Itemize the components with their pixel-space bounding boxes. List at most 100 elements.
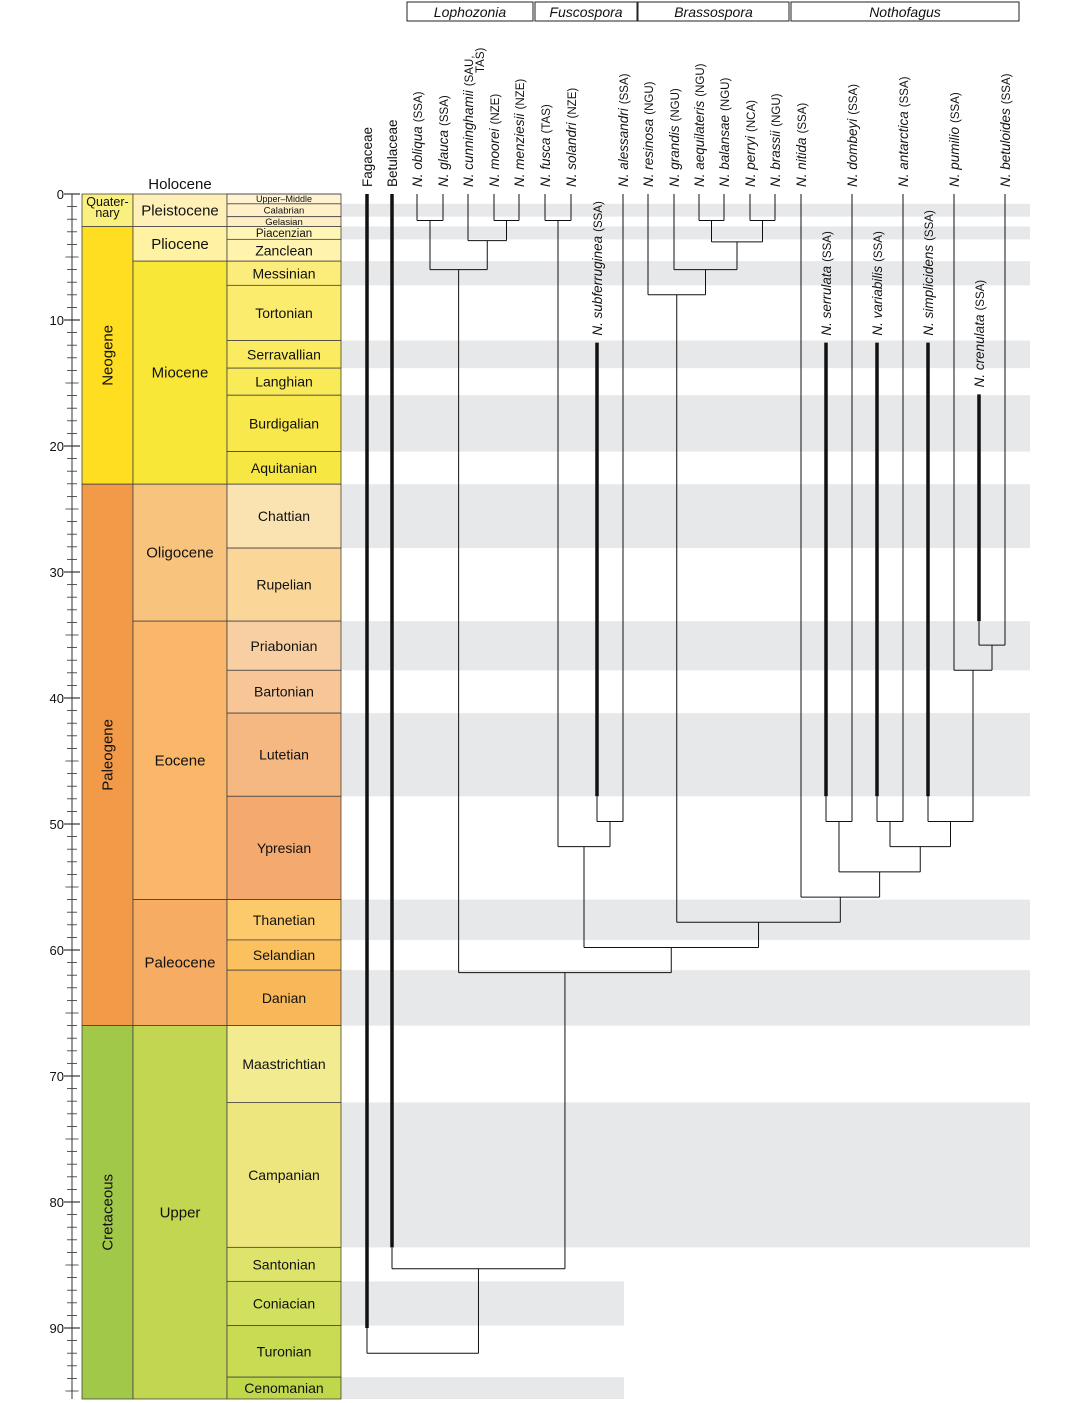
shaded-band	[341, 1102, 1030, 1248]
stage-cell	[226, 669, 342, 714]
taxon-label-betuloides: N. betuloides (SSA)	[998, 73, 1013, 187]
taxon-name: N. subferruginea	[590, 235, 605, 335]
tick-label: 10	[50, 313, 64, 328]
stage-cell	[226, 712, 342, 797]
stage-label: Lutetian	[259, 747, 309, 763]
stage-label: Maastrichtian	[242, 1056, 325, 1072]
subgenus-header: Lophozonia Fuscospora Brassospora Nothofagu…	[406, 1, 1020, 22]
tick-label: 40	[50, 691, 64, 706]
stage-cell	[226, 1325, 342, 1378]
shaded-band	[341, 970, 1030, 1026]
taxon-label-menziesii: N. menziesii (NZE)	[512, 79, 527, 187]
epoch-label: Eocene	[155, 752, 206, 769]
taxon-region: (SSA)	[848, 84, 860, 115]
taxon-region: (SSA)	[950, 92, 962, 123]
stage-label: Tortonian	[255, 305, 313, 321]
period-label: Quater-nary	[86, 195, 128, 220]
period-label-line: Quater-	[86, 195, 128, 209]
stage-label: Campanian	[248, 1167, 320, 1183]
taxon-name: Fagaceae	[360, 127, 375, 187]
taxon-name: N. simplicidens	[921, 245, 936, 336]
taxon-region: (SSA)	[797, 103, 809, 134]
taxon-region: (SSA)	[873, 231, 885, 262]
taxon-label-antarctica: N. antarctica (SSA)	[896, 76, 911, 187]
stage-label: Langhian	[255, 374, 313, 390]
taxon-region: (SSA)	[439, 95, 451, 126]
taxon-name: N. menziesii	[512, 112, 527, 187]
taxon-label-nitida: N. nitida (SSA)	[794, 103, 809, 187]
subgenus-label: Fuscospora	[549, 4, 622, 20]
stage-cell	[226, 620, 342, 671]
stage-cell	[226, 795, 342, 901]
stage-cell	[226, 483, 342, 549]
period-label: Neogene	[100, 325, 117, 386]
period-label: Paleogene	[100, 719, 117, 791]
taxon-name: N. pumilio	[947, 126, 962, 187]
stage-label: Upper–Middle	[256, 194, 312, 204]
stage-label: Aquitanian	[251, 460, 317, 476]
tick-label: 90	[50, 1321, 64, 1336]
taxon-label-moorei: N. moorei (NZE)	[487, 94, 502, 187]
taxon-label-betulaceae: Betulaceae	[385, 119, 400, 187]
stage-cell	[226, 969, 342, 1026]
taxon-label-serrulata: N. serrulata (SSA)	[819, 231, 834, 336]
taxon-name: N. moorei	[487, 127, 502, 187]
taxon-region: (NGU)	[720, 78, 732, 111]
stage-cell	[226, 340, 342, 369]
taxon-name: N. grandis	[667, 125, 682, 187]
period-label: Cretaceous	[100, 1174, 117, 1251]
taxon-region: (NGU)	[771, 93, 783, 126]
epoch-cell	[132, 193, 228, 227]
stage-cell	[226, 899, 342, 941]
taxon-labels: Fagaceae Betulaceae N. obliqua(SSA)N. glau…	[360, 47, 1013, 387]
stage-label: Thanetian	[253, 912, 315, 928]
holocene-label: Holocene	[148, 176, 211, 193]
shaded-band	[341, 713, 1030, 797]
shaded-band	[341, 621, 1030, 671]
taxon-label-crenulata: N. crenulata (SSA)	[972, 280, 987, 388]
shaded-band	[341, 484, 1030, 549]
taxon-region: (SSA)	[975, 280, 987, 311]
age-axis: 0 10 20 30 40 50 60 70 80 90	[50, 187, 80, 1399]
stage-label: Messinian	[252, 265, 315, 281]
epoch-cell	[132, 483, 228, 622]
tick-label: 20	[50, 439, 64, 454]
epoch-label: Miocene	[152, 365, 209, 382]
taxon-region: (NGU)	[670, 88, 682, 121]
taxon-label-grandis: N. grandis (NGU)	[667, 88, 682, 187]
taxon-label-simplicidens: N. simplicidens (SSA)	[921, 210, 936, 336]
shaded-band	[341, 1281, 624, 1326]
shaded-band	[341, 340, 1030, 369]
taxon-region: (NGU)	[695, 63, 707, 96]
period-label-line: nary	[95, 206, 120, 220]
geologic-timescale: Quater-nary Neogene Paleogene Cretaceous Ple…	[81, 176, 342, 1400]
stage-cell	[226, 367, 342, 396]
epoch-label: Oligocene	[146, 545, 214, 562]
taxon-name: N. obliqua	[410, 126, 425, 187]
stage-cell	[226, 1025, 342, 1103]
taxon-region: (SSA)	[1001, 73, 1013, 104]
shaded-band	[341, 1377, 624, 1399]
taxon-label-subferruginea: N. subferruginea (SSA)	[590, 201, 605, 336]
taxon-label-glauca: N. glauca (SSA)	[436, 95, 451, 187]
taxon-label-fusca: N. fusca (TAS)	[538, 104, 553, 187]
shaded-time-bands	[341, 203, 1030, 1399]
subgenus-label: Lophozonia	[434, 4, 507, 20]
epoch-cell	[132, 620, 228, 901]
shaded-band	[341, 395, 1030, 452]
stage-label: Piacenzian	[256, 228, 312, 240]
taxon-label-solandri: N. solandri (NZE)	[564, 88, 579, 187]
stage-cell	[226, 1280, 342, 1326]
taxon-name: N. dombeyi	[845, 118, 860, 187]
stage-label: Danian	[262, 990, 306, 1006]
taxon-name: N. aequilateris	[692, 100, 707, 187]
taxon-name: N. betuloides	[998, 108, 1013, 187]
taxon-name: N. solandri	[564, 121, 579, 187]
taxon-label-cunninghamii: N. cunninghamii (SAU,	[461, 56, 476, 187]
stage-cell	[226, 394, 342, 452]
subgenus-box	[406, 1, 534, 22]
taxon-label-resinosa: N. resinosa (NGU)	[641, 81, 656, 187]
shaded-band	[341, 899, 1030, 940]
stage-label: Cenomanian	[244, 1380, 323, 1396]
stage-cell	[226, 939, 342, 971]
